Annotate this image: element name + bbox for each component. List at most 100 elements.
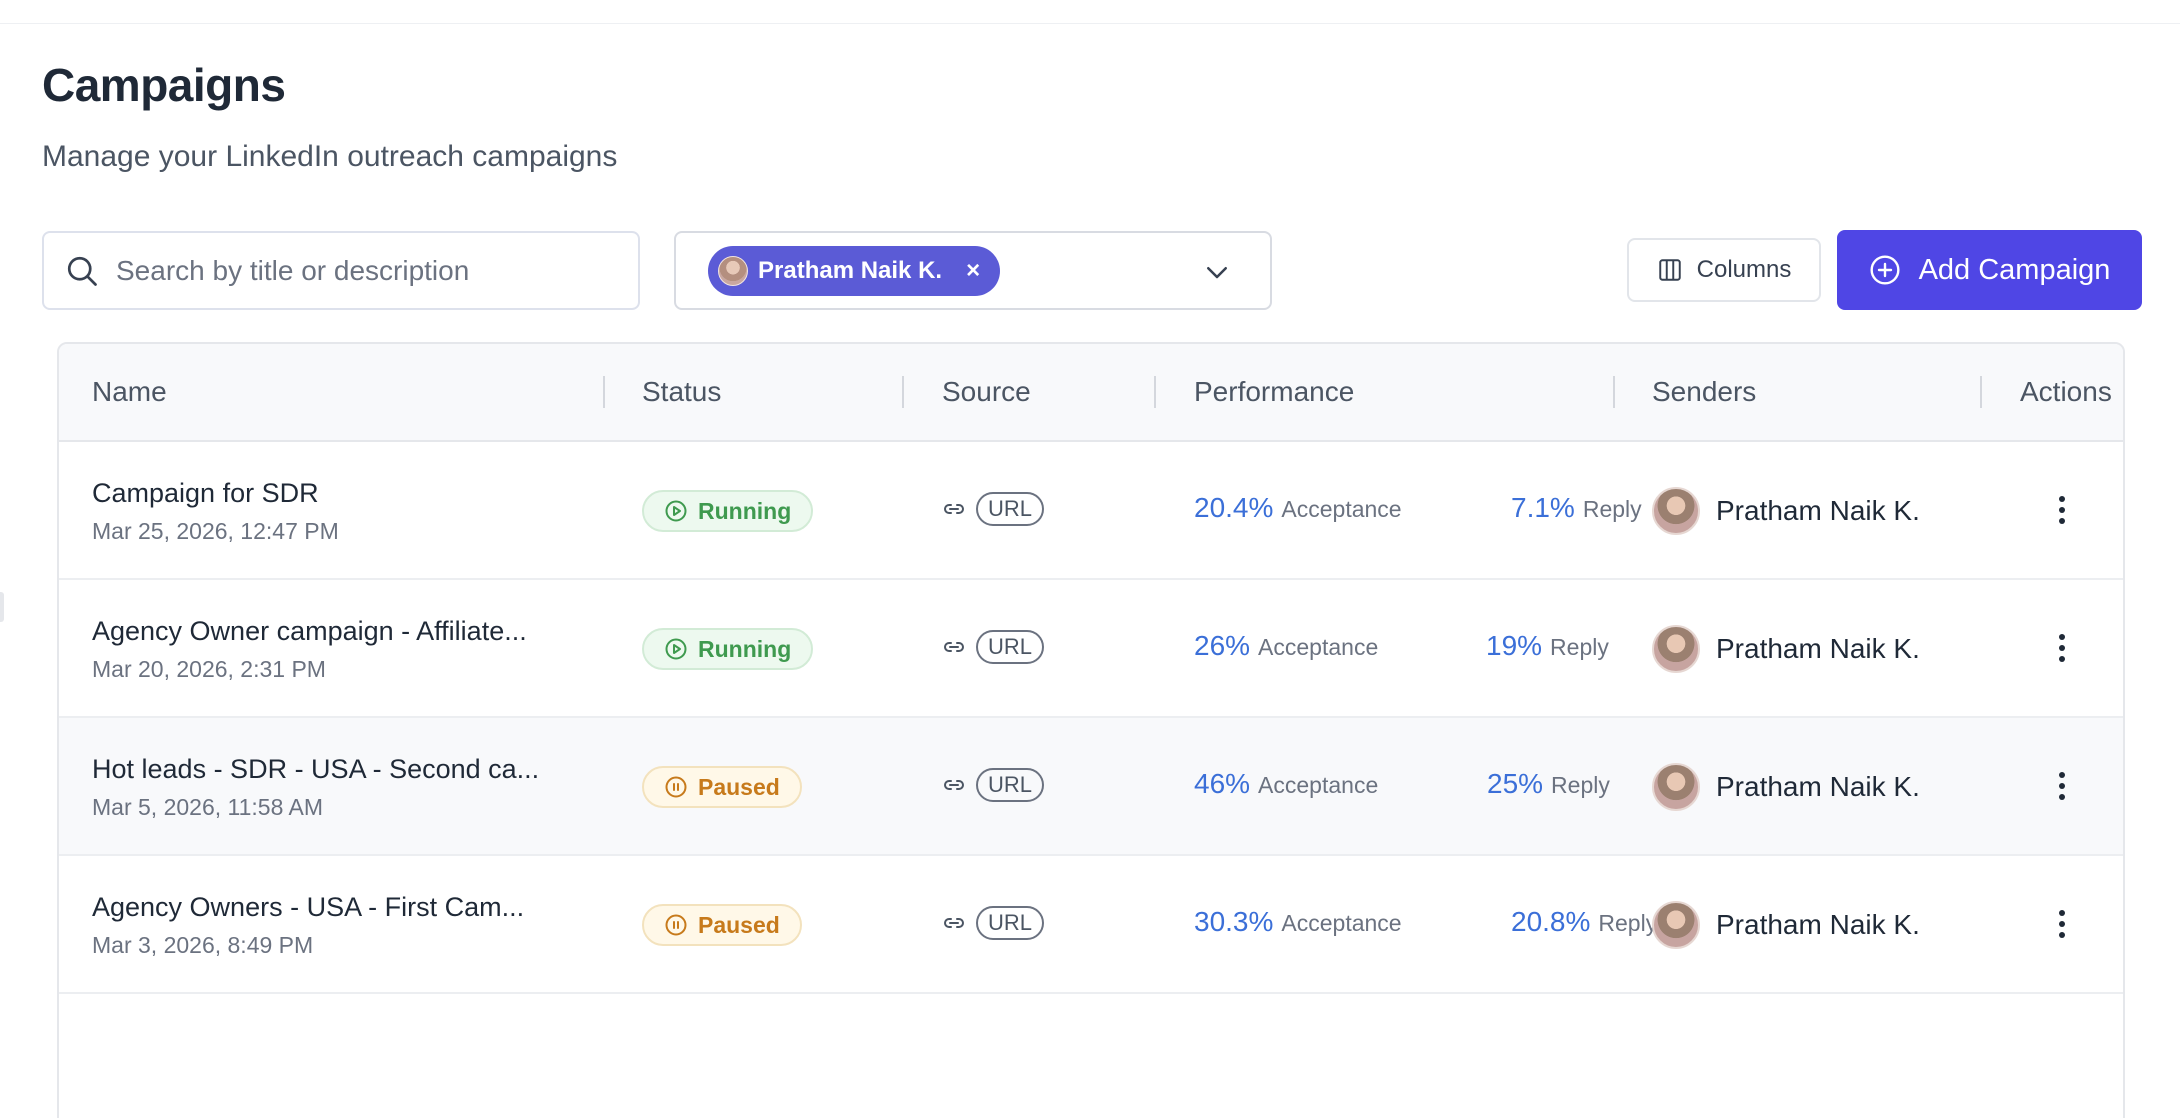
avatar xyxy=(1652,763,1700,811)
chip-label: Pratham Naik K. xyxy=(758,257,943,284)
campaign-name[interactable]: Agency Owner campaign - Affiliate... xyxy=(92,616,527,646)
column-header-performance[interactable]: Performance xyxy=(1194,376,1355,407)
acceptance-metric: 26% Acceptance xyxy=(1194,630,1378,662)
column-header-source[interactable]: Source xyxy=(942,376,1031,407)
column-resize-handle[interactable] xyxy=(902,376,904,408)
table-row[interactable]: Agency Owners - USA - First Cam... Mar 3… xyxy=(59,856,2123,994)
status-label: Paused xyxy=(698,911,780,938)
chevron-down-icon[interactable] xyxy=(1202,257,1232,287)
column-header-name[interactable]: Name xyxy=(92,376,167,407)
reply-metric: 20.8% Reply xyxy=(1511,906,1657,938)
sender-cell: Pratham Naik K. xyxy=(1652,625,1920,673)
more-actions-icon[interactable] xyxy=(2047,628,2077,668)
pause-circle-icon xyxy=(665,776,687,798)
source-cell: URL xyxy=(942,768,1045,802)
campaign-name[interactable]: Campaign for SDR xyxy=(92,478,319,508)
search-icon xyxy=(67,256,97,286)
avatar xyxy=(1652,901,1700,949)
sidebar-edge-handle[interactable] xyxy=(0,592,4,622)
column-resize-handle[interactable] xyxy=(1980,376,1982,408)
reply-label: Reply xyxy=(1598,910,1658,936)
link-icon xyxy=(944,642,964,652)
reply-rate: 20.8% xyxy=(1511,906,1591,937)
chip-remove-icon[interactable]: × xyxy=(966,257,981,284)
source-badge: URL xyxy=(976,630,1045,664)
sender-name: Pratham Naik K. xyxy=(1716,909,1920,940)
reply-rate: 19% xyxy=(1486,630,1543,661)
reply-rate: 7.1% xyxy=(1511,492,1575,523)
sender-filter-select[interactable]: Pratham Naik K. × xyxy=(674,231,1272,310)
play-circle-icon xyxy=(665,500,687,522)
column-resize-handle[interactable] xyxy=(1613,376,1615,408)
reply-label: Reply xyxy=(1582,496,1642,522)
source-cell: URL xyxy=(942,630,1045,664)
status-label: Running xyxy=(698,497,792,524)
plus-circle-icon xyxy=(1870,255,1900,285)
page-title: Campaigns xyxy=(42,59,286,111)
campaigns-table: Name Status Source Performance Senders A… xyxy=(57,342,2125,1118)
pause-circle-icon xyxy=(665,914,687,936)
columns-icon xyxy=(1658,259,1681,281)
acceptance-label: Acceptance xyxy=(1258,772,1379,798)
more-actions-icon[interactable] xyxy=(2047,490,2077,530)
reply-metric: 19% Reply xyxy=(1486,630,1609,662)
table-row[interactable]: Agency Owner campaign - Affiliate... Mar… xyxy=(59,580,2123,718)
campaign-date: Mar 20, 2026, 2:31 PM xyxy=(92,656,326,682)
reply-metric: 25% Reply xyxy=(1487,768,1610,800)
status-badge: Paused xyxy=(642,766,802,808)
table-row[interactable]: Campaign for SDR Mar 25, 2026, 12:47 PM … xyxy=(59,442,2123,580)
avatar xyxy=(718,256,748,286)
search-box[interactable] xyxy=(42,231,640,310)
acceptance-metric: 30.3% Acceptance xyxy=(1194,906,1402,938)
sender-cell: Pratham Naik K. xyxy=(1652,487,1920,535)
reply-label: Reply xyxy=(1550,634,1609,660)
reply-label: Reply xyxy=(1551,772,1610,798)
add-campaign-button[interactable]: Add Campaign xyxy=(1837,230,2142,310)
column-header-senders[interactable]: Senders xyxy=(1652,376,1757,407)
acceptance-label: Acceptance xyxy=(1258,634,1379,660)
page-subtitle: Manage your LinkedIn outreach campaigns xyxy=(42,140,618,173)
acceptance-metric: 20.4% Acceptance xyxy=(1194,492,1402,524)
campaign-date: Mar 3, 2026, 8:49 PM xyxy=(92,932,314,958)
sender-name: Pratham Naik K. xyxy=(1716,771,1920,802)
column-resize-handle[interactable] xyxy=(1154,376,1156,408)
status-label: Paused xyxy=(698,773,780,800)
sender-cell: Pratham Naik K. xyxy=(1652,901,1920,949)
sender-filter-chip: Pratham Naik K. × xyxy=(708,246,1001,296)
sender-name: Pratham Naik K. xyxy=(1716,633,1920,664)
column-resize-handle[interactable] xyxy=(603,376,605,408)
acceptance-rate: 30.3% xyxy=(1194,906,1274,937)
status-label: Running xyxy=(698,635,792,662)
source-badge: URL xyxy=(976,906,1045,940)
columns-label: Columns xyxy=(1696,256,1792,283)
reply-rate: 25% xyxy=(1487,768,1544,799)
source-badge: URL xyxy=(976,768,1045,802)
acceptance-rate: 26% xyxy=(1194,630,1251,661)
acceptance-rate: 46% xyxy=(1194,768,1251,799)
status-badge: Paused xyxy=(642,904,802,946)
more-actions-icon[interactable] xyxy=(2047,904,2077,944)
more-actions-icon[interactable] xyxy=(2047,766,2077,806)
acceptance-rate: 20.4% xyxy=(1194,492,1274,523)
top-divider xyxy=(0,23,2180,24)
avatar xyxy=(1652,625,1700,673)
table-header: Name Status Source Performance Senders A… xyxy=(59,344,2123,442)
status-badge: Running xyxy=(642,628,814,670)
acceptance-label: Acceptance xyxy=(1281,910,1402,936)
source-cell: URL xyxy=(942,906,1045,940)
link-icon xyxy=(944,780,964,790)
sender-name: Pratham Naik K. xyxy=(1716,495,1920,526)
source-badge: URL xyxy=(976,492,1045,526)
columns-button[interactable]: Columns xyxy=(1627,238,1821,302)
table-row[interactable]: Hot leads - SDR - USA - Second ca... Mar… xyxy=(59,718,2123,856)
campaign-name[interactable]: Hot leads - SDR - USA - Second ca... xyxy=(92,754,540,784)
link-icon xyxy=(944,504,964,514)
avatar xyxy=(1652,487,1700,535)
campaign-date: Mar 25, 2026, 12:47 PM xyxy=(92,518,339,544)
campaign-name[interactable]: Agency Owners - USA - First Cam... xyxy=(92,892,525,922)
status-badge: Running xyxy=(642,490,814,532)
column-header-status[interactable]: Status xyxy=(642,376,722,407)
reply-metric: 7.1% Reply xyxy=(1511,492,1642,524)
campaign-date: Mar 5, 2026, 11:58 AM xyxy=(92,794,323,820)
search-input[interactable] xyxy=(116,233,616,308)
